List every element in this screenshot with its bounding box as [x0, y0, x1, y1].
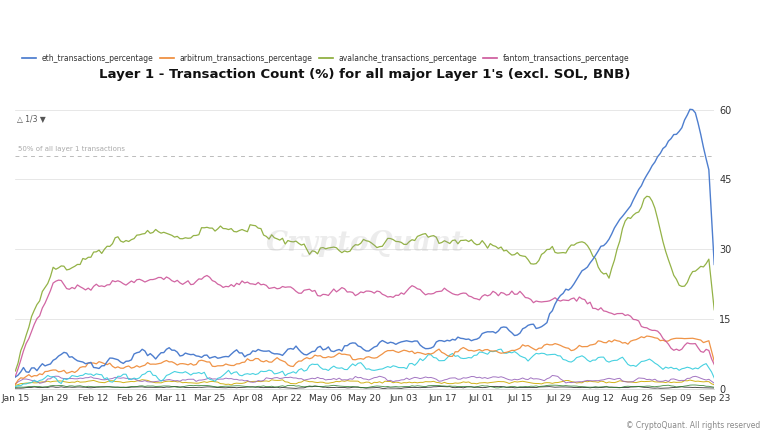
- Text: CryptoQuant: CryptoQuant: [266, 230, 464, 257]
- Text: 50% of all layer 1 transactions: 50% of all layer 1 transactions: [18, 146, 125, 152]
- Text: △ 1/3 ▼: △ 1/3 ▼: [18, 115, 46, 124]
- Text: © CryptoQuant. All rights reserved: © CryptoQuant. All rights reserved: [626, 421, 760, 430]
- Legend: eth_transactions_percentage, arbitrum_transactions_percentage, avalanche_transac: eth_transactions_percentage, arbitrum_tr…: [19, 51, 633, 66]
- Title: Layer 1 - Transaction Count (%) for all major Layer 1's (excl. SOL, BNB): Layer 1 - Transaction Count (%) for all …: [99, 68, 631, 81]
